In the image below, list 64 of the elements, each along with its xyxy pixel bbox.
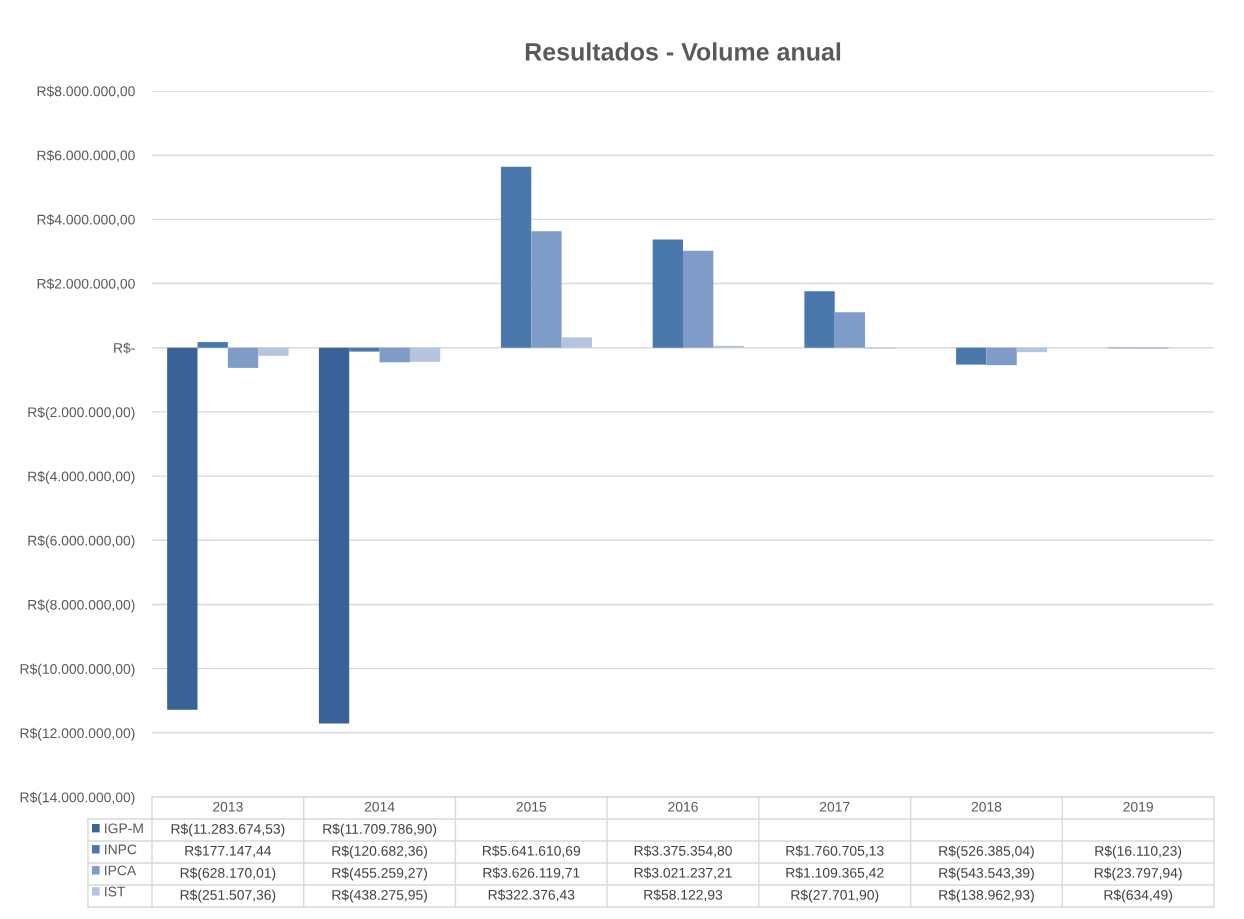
x-tick-label: 2013 bbox=[213, 801, 243, 812]
data-label: R$(438.275,95) bbox=[332, 889, 427, 903]
bar bbox=[409, 347, 441, 362]
bar bbox=[379, 347, 410, 363]
bar bbox=[561, 337, 592, 348]
data-label: R$3.021.237,21 bbox=[634, 867, 732, 880]
data-label: R$(455.259,27) bbox=[332, 867, 427, 881]
data-label: R$3.375.354,80 bbox=[634, 845, 732, 858]
y-tick-label: R$(10.000.000,00) bbox=[20, 663, 135, 677]
y-tick-label: R$6.000.000,00 bbox=[37, 149, 135, 162]
data-label: R$3.626.119,71 bbox=[483, 867, 580, 880]
bar bbox=[956, 347, 987, 365]
bar bbox=[986, 347, 1017, 366]
bar bbox=[258, 347, 289, 356]
x-tick-label: 2014 bbox=[364, 801, 395, 812]
data-label: R$(251.507,36) bbox=[180, 889, 276, 903]
bar bbox=[349, 347, 380, 352]
data-label: R$(120.682,36) bbox=[332, 845, 427, 859]
legend-label: IST bbox=[105, 886, 126, 897]
bar bbox=[683, 250, 714, 348]
data-label: R$322.376,43 bbox=[488, 889, 575, 902]
bar bbox=[500, 166, 532, 348]
y-tick-label: R$- bbox=[114, 342, 135, 354]
data-label: R$(138.962,93) bbox=[939, 889, 1034, 903]
x-tick-label: 2015 bbox=[516, 801, 547, 812]
y-tick-label: R$(2.000.000,00) bbox=[28, 406, 135, 420]
data-label: R$58.122,93 bbox=[644, 889, 723, 902]
data-label: R$1.109.365,42 bbox=[786, 867, 884, 880]
data-label: R$(11.709.786,90) bbox=[323, 823, 437, 837]
y-tick-label: R$(8.000.000,00) bbox=[28, 599, 135, 613]
bar bbox=[167, 347, 198, 710]
bar bbox=[318, 347, 350, 724]
data-label: R$(16.110,23) bbox=[1095, 845, 1182, 859]
data-label: R$(27.701,90) bbox=[791, 889, 879, 903]
data-label: R$177.147,44 bbox=[185, 845, 272, 858]
bar bbox=[834, 312, 866, 348]
data-label: R$(634,49) bbox=[1104, 889, 1173, 903]
data-label: R$(526.385,04) bbox=[939, 845, 1034, 859]
data-label: R$(543.543,39) bbox=[939, 867, 1034, 881]
x-tick-label: 2017 bbox=[819, 801, 850, 812]
legend-label: INPC bbox=[105, 844, 137, 855]
y-tick-label: R$4.000.000,00 bbox=[37, 214, 135, 227]
y-tick-label: R$(4.000.000,00) bbox=[28, 470, 135, 485]
bar bbox=[531, 231, 562, 348]
chart-title: Resultados - Volume anual bbox=[525, 42, 841, 61]
y-tick-label: R$8.000.000,00 bbox=[37, 85, 135, 98]
data-label: R$(11.283.674,53) bbox=[171, 823, 285, 837]
legend-label: IGP-M bbox=[105, 823, 143, 834]
bar bbox=[652, 239, 683, 348]
data-label: R$5.641.610,69 bbox=[483, 845, 581, 858]
x-tick-label: 2019 bbox=[1123, 801, 1153, 812]
bar bbox=[197, 342, 228, 348]
y-tick-label: R$(6.000.000,00) bbox=[28, 535, 135, 549]
legend-label: IPCA bbox=[105, 865, 137, 876]
data-label: R$(23.797,94) bbox=[1094, 867, 1182, 881]
data-label: R$1.760.705,13 bbox=[786, 845, 884, 858]
y-tick-label: R$(14.000.000,00) bbox=[20, 791, 135, 806]
bar bbox=[227, 347, 259, 368]
data-label: R$(628.170,01) bbox=[180, 867, 276, 881]
bar bbox=[804, 291, 835, 348]
y-tick-label: R$(12.000.000,00) bbox=[20, 727, 135, 741]
x-tick-label: 2018 bbox=[971, 801, 1002, 812]
y-tick-label: R$2.000.000,00 bbox=[37, 278, 135, 291]
x-tick-label: 2016 bbox=[668, 801, 698, 812]
